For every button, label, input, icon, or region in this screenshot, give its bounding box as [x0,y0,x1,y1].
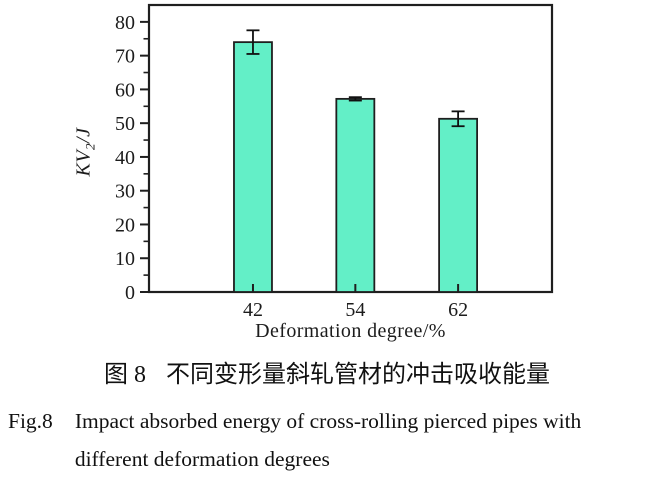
caption-english: Fig.8 Impact absorbed energy of cross-ro… [8,402,652,477]
y-tick-label: 0 [125,282,135,304]
bar [335,97,376,293]
y-tick-label: 20 [115,214,135,236]
x-tick-label: 42 [243,299,263,321]
caption-english-line1: Impact absorbed energy of cross-rolling … [74,409,582,433]
y-tick-label: 80 [115,12,135,34]
y-axis-title-unit: /J [72,127,95,143]
y-tick-label: 50 [115,113,135,135]
bar [233,41,273,293]
y-tick-label: 70 [115,46,135,68]
y-tick-label: 30 [115,181,135,203]
caption-english-number: Fig.8 [8,409,53,433]
y-axis-title-sub: 2 [82,142,98,150]
x-axis-title: Deformation degree/% [255,320,446,342]
chart-canvas: 0 10 20 30 40 50 60 70 80 42 54 62 [115,3,554,321]
caption-english-text: Impact absorbed energy of cross-rolling … [75,402,582,477]
x-tick-label: 54 [345,299,365,321]
bar-chart: 0 10 20 30 40 50 60 70 80 42 54 62 KV2/J Deformatio… [72,3,554,342]
y-tick-label: 40 [115,147,135,169]
caption-chinese-text: 不同变形量斜轧管材的冲击吸收能量 [166,362,550,388]
caption-chinese: 图 8 不同变形量斜轧管材的冲击吸收能量 [0,354,654,389]
caption-english-line2: different deformation degrees [74,447,330,471]
x-tick-label: 62 [448,299,468,321]
caption-chinese-number: 图 8 [104,362,146,388]
y-axis-title: KV2/J [72,127,98,177]
y-axis-title-main: KV [72,149,95,177]
y-tick-label: 60 [115,79,135,101]
bar [438,117,479,293]
y-tick-label: 10 [115,248,135,270]
